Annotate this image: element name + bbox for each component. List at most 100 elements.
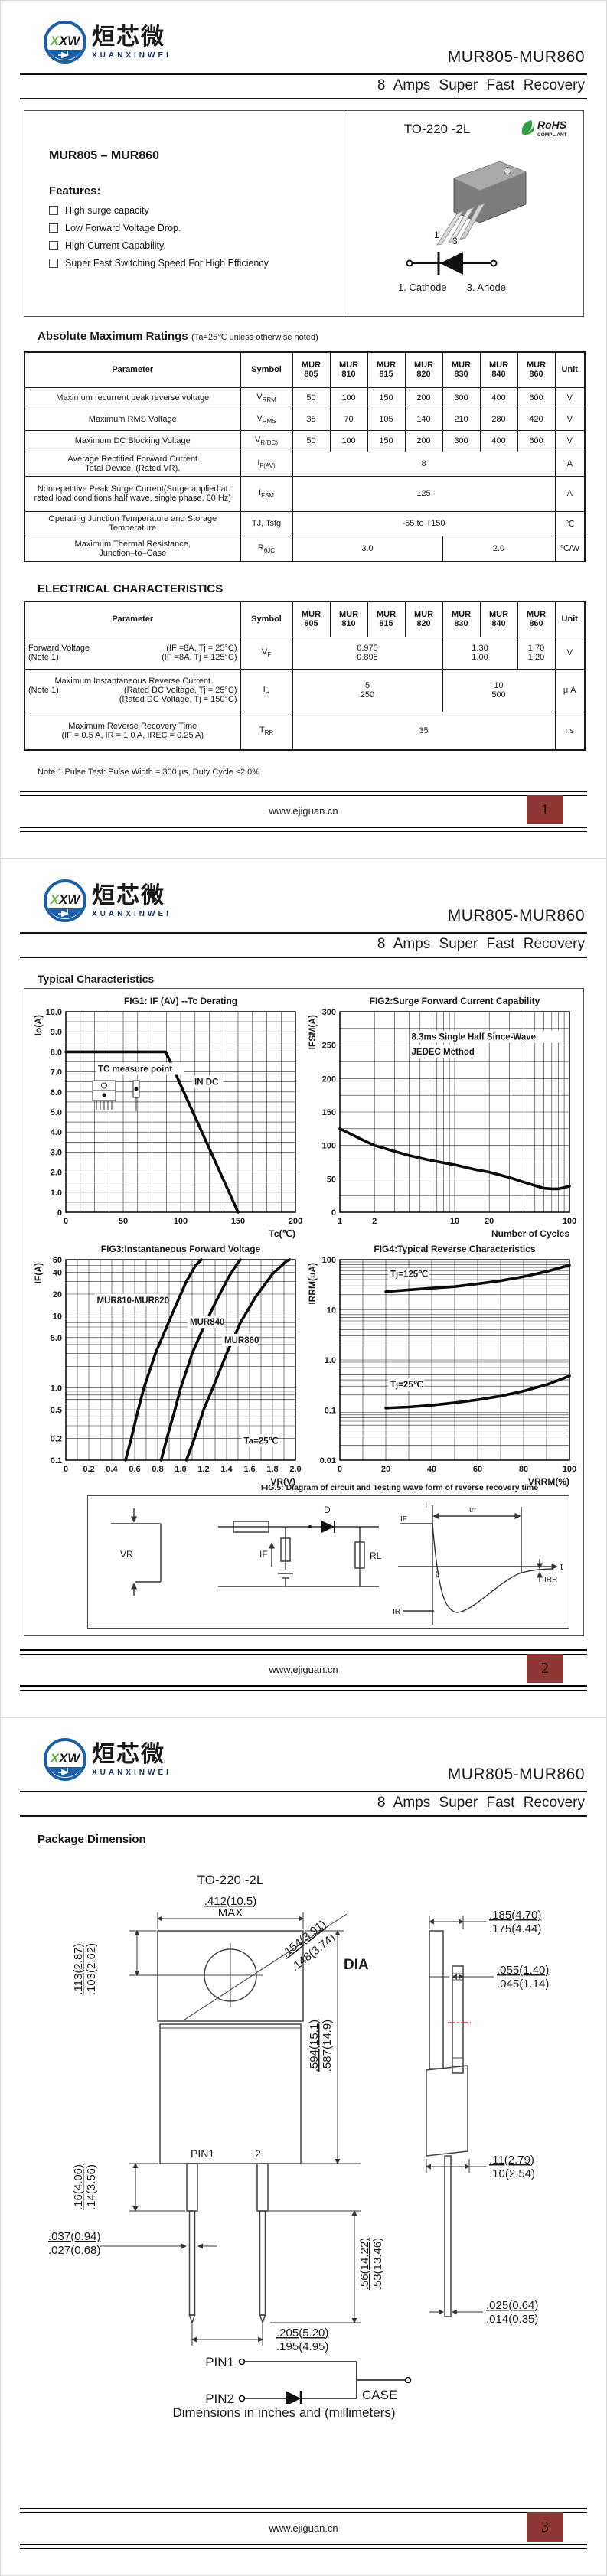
svg-text:Ta=25℃: Ta=25℃ <box>244 1436 279 1446</box>
logo-chinese-name: 烜芯微 <box>92 1742 165 1767</box>
svg-text:JEDEC Method: JEDEC Method <box>412 1048 475 1057</box>
svg-text:0: 0 <box>57 1208 62 1218</box>
package-outline-drawing: .412(10.5) MAX .113(2.87) .103(2.62) .15… <box>48 1895 549 2404</box>
svg-text:8.3ms Single Half Since-Wave: 8.3ms Single Half Since-Wave <box>412 1033 537 1042</box>
dim-width-max: .412(10.5) <box>204 1895 256 1908</box>
svg-text:9.0: 9.0 <box>51 1028 62 1037</box>
page-footer: www.ejiguan.cn 1 <box>20 791 587 832</box>
package-name: TO-220 -2L <box>403 122 471 136</box>
col-model: MUR 840 <box>479 351 518 388</box>
pin-3-label: 3 <box>452 236 458 246</box>
d-label: D <box>324 1505 331 1515</box>
rl-label: RL <box>370 1550 382 1561</box>
svg-text:10: 10 <box>327 1306 336 1316</box>
diode-symbol: 1. Cathode 3. Anode <box>398 250 506 293</box>
page-number-badge: 2 <box>527 1654 563 1683</box>
svg-text:100: 100 <box>563 1465 576 1474</box>
svg-text:0.6: 0.6 <box>129 1465 140 1474</box>
dim-body-depth: .11(2.79) <box>489 2154 534 2167</box>
ec-section-title: ELECTRICAL CHARACTERISTICS <box>38 582 224 595</box>
company-logo: XXW 烜芯微 XUANXINWEI <box>43 879 171 923</box>
svg-text:0: 0 <box>64 1465 68 1474</box>
footer-url: www.ejiguan.cn <box>269 1664 338 1675</box>
svg-text:0.4: 0.4 <box>106 1465 118 1474</box>
svg-text:FIG3:Instantaneous Forward Vol: FIG3:Instantaneous Forward Voltage <box>101 1244 261 1254</box>
fig5-caption: FIG.5: Diagram of circuit and Testing wa… <box>260 1483 539 1492</box>
svg-text:50: 50 <box>327 1175 336 1184</box>
svg-text:60: 60 <box>53 1256 62 1265</box>
feature-item: Super Fast Switching Speed For High Effi… <box>49 258 344 269</box>
logo-mark-icon: XXW <box>44 879 86 922</box>
svg-text:7.0: 7.0 <box>51 1068 62 1078</box>
svg-text:6.0: 6.0 <box>51 1088 62 1097</box>
dia-label: DIA <box>344 1957 369 1973</box>
svg-text:0.01: 0.01 <box>320 1456 336 1466</box>
table-header-row: Parameter Symbol MUR 805 MUR 810 MUR 815 MU… <box>24 601 586 637</box>
table-row: Maximum recurrent peak reverse voltage V… <box>24 386 586 409</box>
feature-item: Low Forward Voltage Drop. <box>49 223 344 233</box>
svg-text:60: 60 <box>473 1465 482 1474</box>
footer-rule <box>20 791 587 796</box>
svg-text:100: 100 <box>174 1217 188 1226</box>
checkbox-icon <box>49 259 58 268</box>
dim-thickness-2: .175(4.44) <box>489 1922 541 1935</box>
table-header-row: Parameter Symbol MUR 805 MUR 810 MUR 815 MU… <box>24 351 586 388</box>
table-row: Maximum Reverse Recovery Time (IF = 0.5 … <box>24 711 586 751</box>
col-parameter: Parameter <box>24 601 241 637</box>
pulse-test-note: Note 1.Pulse Test: Pulse Width = 300 μs,… <box>38 768 260 777</box>
fig2-surge-chart: 1 2 10 20 100 0 50 100 150 200 250 300 8.3ms Single … <box>305 993 580 1240</box>
header-subtitle: 8 Amps Super Fast Recovery <box>377 77 585 93</box>
feature-text: High Current Capability. <box>65 240 166 251</box>
schematic-pin1-label: PIN1 <box>205 2355 234 2369</box>
svg-text:Tc(℃): Tc(℃) <box>269 1228 295 1239</box>
part-range-title: MUR805-MUR860 <box>447 48 585 66</box>
feature-text: High surge capacity <box>65 205 149 216</box>
amr-section-title: Absolute Maximum Ratings (Ta=25℃ unless … <box>38 330 318 343</box>
svg-text:20: 20 <box>53 1290 62 1299</box>
svg-text:80: 80 <box>519 1465 528 1474</box>
svg-text:FIG1: IF (AV) --Tc Derating: FIG1: IF (AV) --Tc Derating <box>124 996 237 1006</box>
header-rule <box>20 1791 587 1792</box>
svg-text:IRRM(uA): IRRM(uA) <box>307 1263 318 1305</box>
col-model: MUR 860 <box>517 351 556 388</box>
dim-pin-length-2: .53(13.46) <box>371 2238 384 2290</box>
logo-mark-icon: XXW <box>44 21 86 64</box>
datasheet-page-2: XXW 烜芯微 XUANXINWEI MUR805-MUR860 8 Amps … <box>0 859 607 1717</box>
checkbox-icon <box>49 241 58 250</box>
company-logo: XXW 烜芯微 XUANXINWEI <box>43 1737 171 1782</box>
col-symbol: Symbol <box>240 601 293 637</box>
feature-text: Super Fast Switching Speed For High Effi… <box>65 258 269 269</box>
table-row: Maximum Instantaneous Reverse Current (N… <box>24 668 586 712</box>
fig3-forward-voltage-chart: 0 0.2 0.4 0.6 0.8 1.0 1.2 1.4 1.6 1.8 2.0 0.1 0.2 0.5… <box>31 1241 306 1488</box>
svg-text:FIG2:Surge Forward Current Cap: FIG2:Surge Forward Current Capability <box>370 996 540 1006</box>
cathode-caption: 1. Cathode <box>398 282 447 293</box>
i-axis-label: I <box>425 1499 427 1510</box>
svg-text:10: 10 <box>53 1312 62 1321</box>
header-subtitle: 8 Amps Super Fast Recovery <box>377 1795 585 1811</box>
table-row: Nonrepetitive Peak Surge Current(Surge a… <box>24 475 586 512</box>
svg-text:IN DC: IN DC <box>194 1078 218 1087</box>
col-model: MUR 815 <box>367 351 406 388</box>
svg-text:300: 300 <box>322 1008 336 1017</box>
checkbox-icon <box>49 206 58 215</box>
svg-text:4.0: 4.0 <box>51 1128 62 1137</box>
schematic-case-label: CASE <box>362 2388 397 2402</box>
svg-text:1.6: 1.6 <box>243 1465 255 1474</box>
svg-text:2.0: 2.0 <box>51 1169 62 1178</box>
dimensions-caption: Dimensions in inches and (millimeters) <box>172 2405 396 2420</box>
svg-text:0.1: 0.1 <box>325 1407 336 1416</box>
feature-item: High surge capacity <box>49 205 344 216</box>
svg-text:40: 40 <box>53 1269 62 1278</box>
footer-rule <box>20 1685 587 1691</box>
company-logo: XXW 烜芯微 XUANXINWEI <box>43 20 171 64</box>
table-row: Maximum DC Blocking Voltage VR(DC) 50 100… <box>24 429 586 452</box>
footer-rule <box>20 2544 587 2549</box>
svg-text:100: 100 <box>322 1256 336 1265</box>
dim-lead-thickness: .025(0.64) <box>486 2299 538 2312</box>
logo-latin-name: XUANXINWEI <box>92 51 171 60</box>
svg-text:1.0: 1.0 <box>51 1384 62 1394</box>
dim-height: .594(15.1) <box>308 2020 321 2072</box>
svg-text:1.4: 1.4 <box>220 1465 233 1474</box>
dim-width-max-2: MAX <box>218 1906 243 1919</box>
fig1-derating-chart: 0 50 100 150 200 0 1.0 2.0 3.0 4.0 5.0 6.0 7.0 8.0 9.0… <box>31 993 306 1240</box>
